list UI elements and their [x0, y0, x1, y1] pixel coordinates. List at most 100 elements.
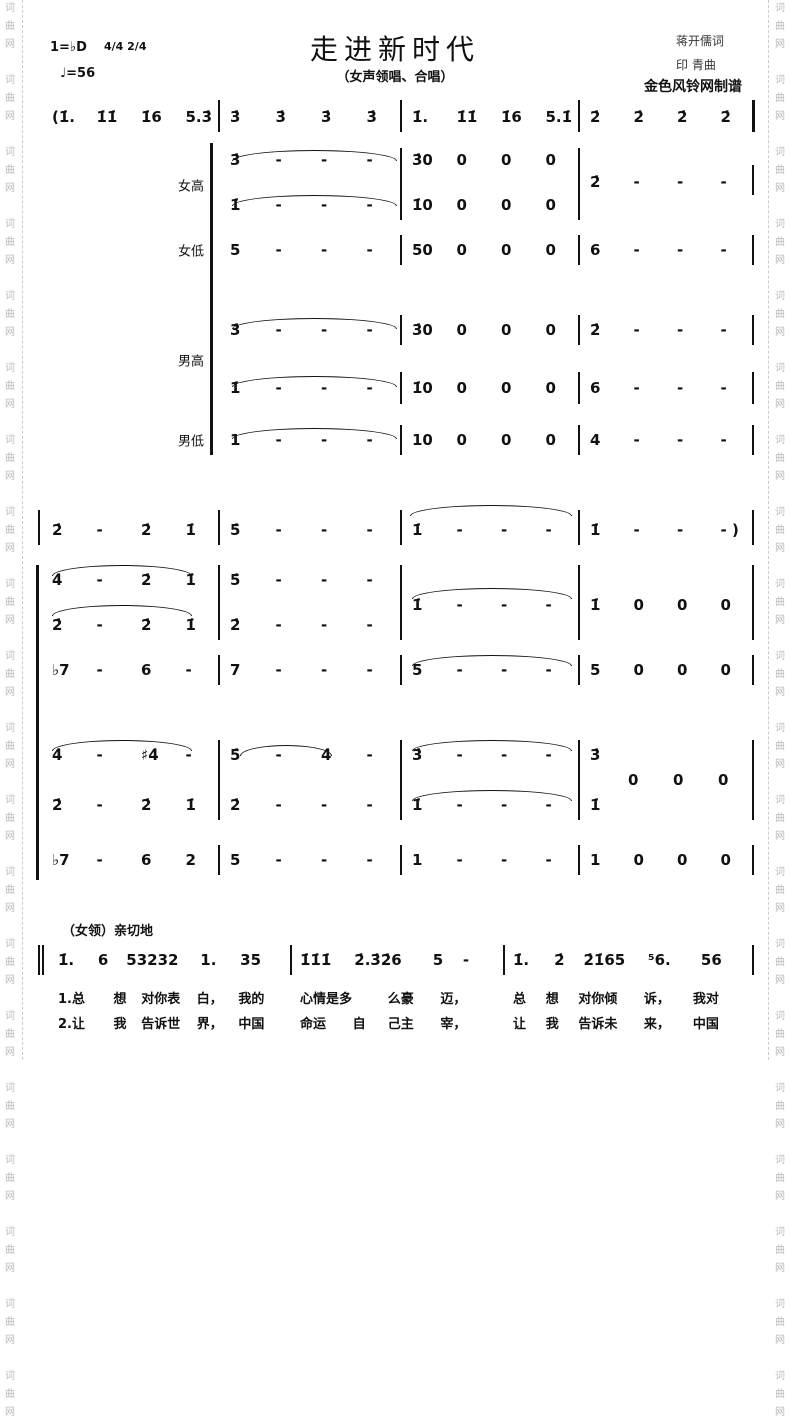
note: 0 [628, 771, 639, 789]
note: 3̇0 [412, 321, 433, 339]
note: - ) [720, 521, 739, 539]
barline [400, 235, 402, 265]
note: - [501, 661, 508, 679]
lyric: 总 [513, 992, 527, 1007]
note: - [366, 379, 373, 397]
note: 5.3̇ [185, 108, 213, 126]
note: - [96, 571, 103, 589]
note: 5̇ [230, 571, 241, 589]
note: 2̇ [141, 571, 152, 589]
note: - [633, 379, 640, 397]
note: - [545, 521, 552, 539]
note: - [275, 321, 282, 339]
note: - [366, 616, 373, 634]
note: - [501, 596, 508, 614]
lyric: 心情是多 [300, 992, 353, 1007]
note: 5̇ [230, 746, 241, 764]
note: 5 [230, 241, 241, 259]
note: 1̇6 [501, 108, 522, 126]
choir-bracket [36, 565, 39, 880]
note: 5.1̇ [545, 108, 573, 126]
note: - [275, 796, 282, 814]
note: 53232 [126, 951, 179, 969]
barline [218, 845, 220, 875]
barline [218, 740, 220, 820]
lyric: 我 [113, 1017, 127, 1032]
barline [400, 315, 402, 345]
note: 2̇ [720, 108, 731, 126]
lyric: 中国 [692, 1017, 719, 1032]
note: 1̇. [58, 951, 75, 969]
note: - [321, 851, 328, 869]
note: 2̇ [52, 616, 63, 634]
slur [412, 790, 572, 801]
note: 2̇1̇65 [583, 951, 626, 969]
note: - [275, 616, 282, 634]
note: - [633, 321, 640, 339]
note: 2̇ [141, 796, 152, 814]
note: 1̇ [412, 796, 423, 814]
slur [240, 745, 332, 756]
note: 2 [185, 851, 196, 869]
note: 1 [412, 851, 423, 869]
note: - [633, 241, 640, 259]
note: 0 [545, 196, 556, 214]
note: 3̇ [590, 746, 601, 764]
barline [752, 945, 754, 975]
barline [752, 740, 754, 820]
note: 0 [633, 596, 644, 614]
note: - [633, 173, 640, 191]
barline [752, 655, 754, 685]
lyric: 迈， [440, 992, 467, 1007]
note: 2̇ [677, 108, 688, 126]
note: 0 [501, 151, 512, 169]
barline [752, 235, 754, 265]
note: - [96, 746, 103, 764]
note: 3̇ [412, 746, 423, 764]
note: ♭7 [52, 661, 70, 679]
note: 4̇ [52, 571, 63, 589]
tempo-marking: ♩=56 [60, 66, 96, 81]
lyric: 想 [113, 992, 127, 1007]
note: 0 [677, 596, 688, 614]
note: - [456, 661, 463, 679]
barline [752, 372, 754, 404]
note: 0 [718, 771, 729, 789]
voice-label-soprano: 女高 [178, 179, 205, 195]
note: 1̇1̇1̇ [300, 951, 332, 969]
note: (1̇. [52, 108, 75, 126]
barline [400, 565, 402, 640]
note: 3̇0 [412, 151, 433, 169]
note: - [633, 521, 640, 539]
barline [38, 945, 40, 975]
barline [752, 425, 754, 455]
note: - [96, 661, 103, 679]
note: - [677, 321, 684, 339]
barline [578, 510, 580, 545]
note: - [677, 431, 684, 449]
barline [218, 510, 220, 545]
note: - [366, 796, 373, 814]
note: 7 [230, 661, 241, 679]
note: 2̇ [633, 108, 644, 126]
lyric: 白， [196, 992, 223, 1007]
note: - [275, 431, 282, 449]
note: 1̇ [185, 796, 196, 814]
note: 0 [456, 321, 467, 339]
choir-bracket [210, 143, 213, 455]
barline [752, 510, 754, 545]
note: - [633, 431, 640, 449]
note: 35 [240, 951, 262, 969]
note: 6 [141, 661, 152, 679]
lyric: 想 [545, 992, 559, 1007]
slur [410, 505, 572, 516]
barline [578, 148, 580, 220]
note: 2̇ [590, 321, 601, 339]
note: 50 [412, 241, 433, 259]
song-title: 走进新时代 [309, 33, 480, 66]
note: - [366, 571, 373, 589]
note: 1̇. [513, 951, 530, 969]
barline [400, 655, 402, 685]
note: 1̇ [590, 521, 601, 539]
barline [752, 845, 754, 875]
